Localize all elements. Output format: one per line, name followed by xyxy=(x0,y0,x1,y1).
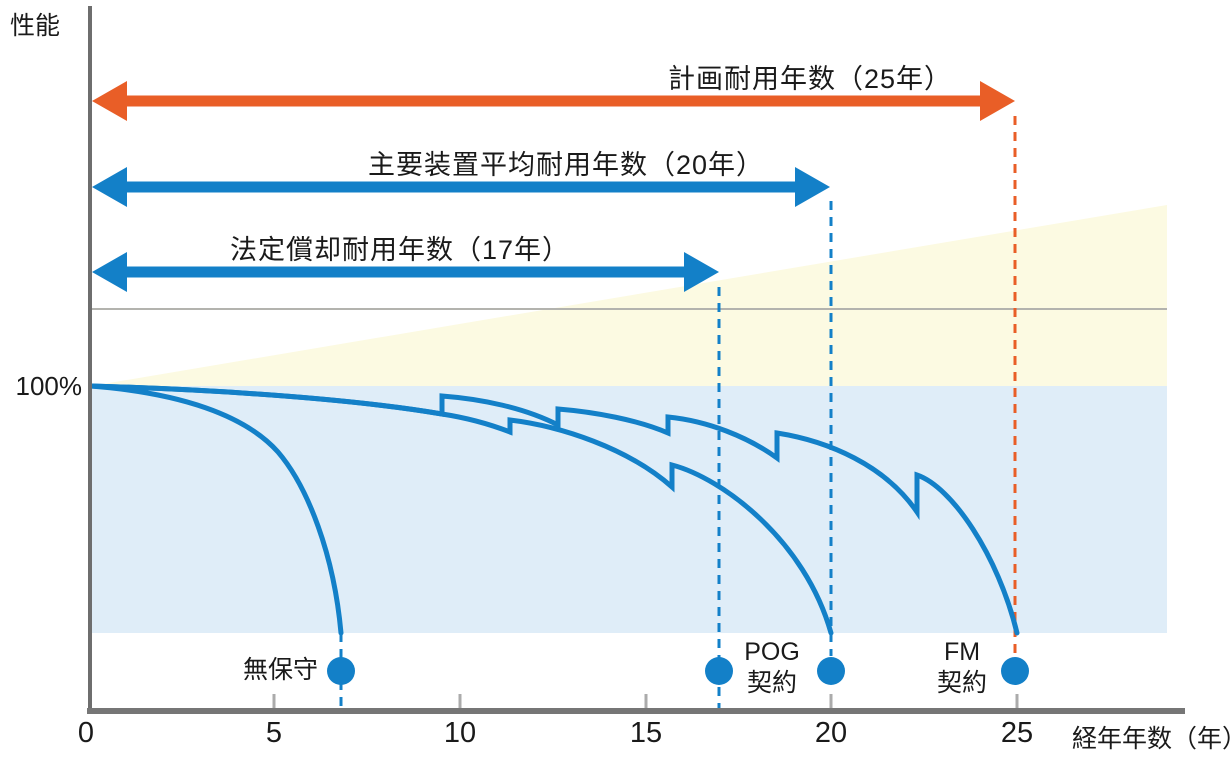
arrow-label-planned-25y: 計画耐用年数（25年） xyxy=(667,64,953,94)
curve-no-maintenance xyxy=(88,383,344,636)
x-tick-0: 0 xyxy=(77,717,95,749)
y-axis-label: 性能 xyxy=(10,12,61,40)
performance-curves xyxy=(88,383,1020,636)
arrow-legal-17y xyxy=(92,252,719,292)
y-100-percent-label: 100% xyxy=(15,371,83,401)
blue-band-area xyxy=(91,386,1167,633)
arrow-label-legal-17y: 法定償却耐用年数（17年） xyxy=(229,235,571,265)
marker-label-fm: FM 契約 xyxy=(937,637,987,699)
arrow-planned-25y xyxy=(92,81,1015,121)
x-tick-20: 20 xyxy=(814,717,848,749)
marker-label-pog: POG 契約 xyxy=(744,637,800,699)
dot-no-maintenance xyxy=(327,657,355,685)
marker-label-no-maintenance: 無保守 xyxy=(242,656,318,684)
x-tick-10: 10 xyxy=(443,717,477,749)
arrow-average-20y xyxy=(92,167,830,207)
marker-label-fm-line2: 契約 xyxy=(936,669,988,697)
marker-label-fm-line1: FM xyxy=(943,638,981,666)
x-tick-25: 25 xyxy=(1000,717,1034,749)
marker-dots xyxy=(327,657,1029,685)
marker-label-pog-line2: 契約 xyxy=(746,669,798,697)
dot-fm xyxy=(1001,657,1029,685)
yellow-wedge-area xyxy=(91,205,1167,386)
arrow-label-average-20y: 主要装置平均耐用年数（20年） xyxy=(367,150,765,180)
dot-year17 xyxy=(705,657,733,685)
x-tick-5: 5 xyxy=(265,717,283,749)
x-tick-15: 15 xyxy=(629,717,663,749)
marker-label-pog-line1: POG xyxy=(744,638,800,666)
dot-pog xyxy=(817,657,845,685)
x-axis-ticks xyxy=(272,694,1019,708)
x-axis-label: 経年年数（年） xyxy=(1072,725,1232,753)
curve-fm-contract xyxy=(88,383,1020,636)
